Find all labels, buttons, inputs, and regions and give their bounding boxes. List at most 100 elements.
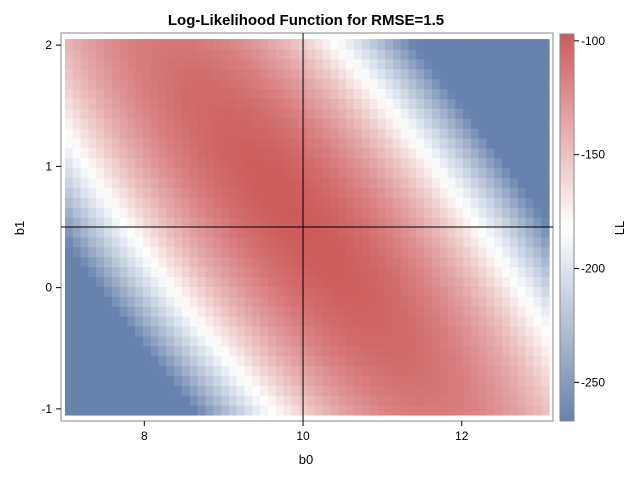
heatmap-cell bbox=[119, 276, 129, 287]
heatmap-cell bbox=[424, 88, 433, 100]
heatmap-cell bbox=[447, 118, 456, 129]
heatmap-cell bbox=[353, 405, 363, 416]
heatmap-cell bbox=[283, 325, 292, 337]
heatmap-cell bbox=[221, 197, 230, 208]
heatmap-cell bbox=[439, 286, 449, 297]
heatmap-cell bbox=[205, 365, 214, 376]
heatmap-cell bbox=[166, 48, 175, 60]
heatmap-cell bbox=[166, 385, 175, 396]
heatmap-cell bbox=[463, 236, 472, 248]
heatmap-cell bbox=[424, 286, 433, 297]
heatmap-cell bbox=[439, 276, 449, 287]
heatmap-cell bbox=[213, 187, 222, 198]
heatmap-cell bbox=[260, 58, 269, 70]
heatmap-cell bbox=[400, 365, 410, 376]
heatmap-cell bbox=[119, 197, 129, 208]
heatmap-cell bbox=[369, 118, 378, 129]
heatmap-cell bbox=[236, 306, 246, 317]
heatmap-cell bbox=[252, 405, 261, 416]
heatmap-cell bbox=[189, 207, 199, 218]
heatmap-cell bbox=[236, 365, 246, 376]
heatmap-cell bbox=[267, 375, 277, 386]
heatmap-cell bbox=[72, 256, 82, 268]
heatmap-cell bbox=[541, 88, 550, 100]
heatmap-cell bbox=[291, 78, 300, 90]
heatmap-cell bbox=[509, 88, 519, 100]
heatmap-cell bbox=[486, 355, 495, 367]
heatmap-cell bbox=[424, 147, 433, 159]
heatmap-cell bbox=[431, 177, 441, 189]
heatmap-cell bbox=[143, 286, 152, 297]
heatmap-cell bbox=[369, 395, 378, 406]
heatmap-cell bbox=[424, 187, 433, 198]
heatmap-cell bbox=[455, 256, 464, 268]
heatmap-cell bbox=[361, 48, 371, 60]
heatmap-cell bbox=[267, 137, 277, 149]
heatmap-cell bbox=[470, 405, 480, 416]
heatmap-cell bbox=[213, 167, 222, 179]
heatmap-cell bbox=[470, 147, 480, 159]
heatmap-cell bbox=[291, 266, 300, 278]
heatmap-cell bbox=[236, 39, 246, 50]
heatmap-cell bbox=[291, 98, 300, 109]
heatmap-cell bbox=[111, 405, 121, 416]
heatmap-cell bbox=[447, 266, 456, 278]
heatmap-cell bbox=[353, 98, 363, 109]
heatmap-cell bbox=[416, 137, 425, 149]
heatmap-cell bbox=[267, 187, 277, 198]
heatmap-cell bbox=[221, 177, 230, 189]
heatmap-cell bbox=[150, 108, 160, 119]
heatmap-cell bbox=[338, 88, 347, 100]
heatmap-cell bbox=[119, 365, 129, 376]
heatmap-cell bbox=[338, 276, 347, 287]
heatmap-cell bbox=[275, 39, 285, 50]
heatmap-cell bbox=[283, 276, 292, 287]
heatmap-cell bbox=[330, 78, 339, 90]
heatmap-cell bbox=[189, 325, 199, 337]
heatmap-cell bbox=[291, 167, 300, 179]
heatmap-cell bbox=[143, 355, 152, 367]
heatmap-cell bbox=[166, 256, 175, 268]
heatmap-cell bbox=[166, 335, 175, 347]
heatmap-cell bbox=[252, 167, 261, 179]
heatmap-cell bbox=[189, 286, 199, 297]
heatmap-cell bbox=[127, 306, 136, 317]
heatmap-cell bbox=[509, 227, 519, 238]
heatmap-cell bbox=[197, 365, 207, 376]
heatmap-cell bbox=[486, 286, 495, 297]
heatmap-cell bbox=[244, 276, 253, 287]
heatmap-cell bbox=[385, 118, 394, 129]
heatmap-cell bbox=[314, 246, 324, 258]
heatmap-cell bbox=[72, 345, 82, 357]
heatmap-cell bbox=[400, 266, 410, 278]
heatmap-cell bbox=[174, 128, 183, 139]
heatmap-cell bbox=[525, 207, 535, 218]
heatmap-cell bbox=[377, 98, 386, 109]
heatmap-cell bbox=[486, 316, 495, 327]
heatmap-cell bbox=[400, 345, 410, 357]
heatmap-cell bbox=[119, 217, 129, 228]
heatmap-cell bbox=[509, 355, 519, 367]
heatmap-cell bbox=[150, 48, 160, 60]
heatmap-cell bbox=[143, 108, 152, 119]
heatmap-cell bbox=[174, 108, 183, 119]
heatmap-cell bbox=[205, 345, 214, 357]
heatmap-cell bbox=[135, 197, 144, 208]
heatmap-cell bbox=[541, 167, 550, 179]
heatmap-cell bbox=[330, 88, 339, 100]
heatmap-cell bbox=[377, 246, 386, 258]
heatmap-cell bbox=[377, 325, 386, 337]
heatmap-cell bbox=[517, 137, 527, 149]
heatmap-cell bbox=[166, 296, 175, 307]
heatmap-cell bbox=[80, 167, 89, 179]
heatmap-cell bbox=[143, 58, 152, 70]
heatmap-cell bbox=[205, 405, 214, 416]
heatmap-cell bbox=[283, 108, 292, 119]
heatmap-cell bbox=[439, 128, 449, 139]
heatmap-cell bbox=[213, 118, 222, 129]
heatmap-cell bbox=[509, 335, 519, 347]
heatmap-cell bbox=[439, 335, 449, 347]
heatmap-cell bbox=[252, 108, 261, 119]
heatmap-cell bbox=[182, 385, 191, 396]
heatmap-cell bbox=[416, 256, 425, 268]
